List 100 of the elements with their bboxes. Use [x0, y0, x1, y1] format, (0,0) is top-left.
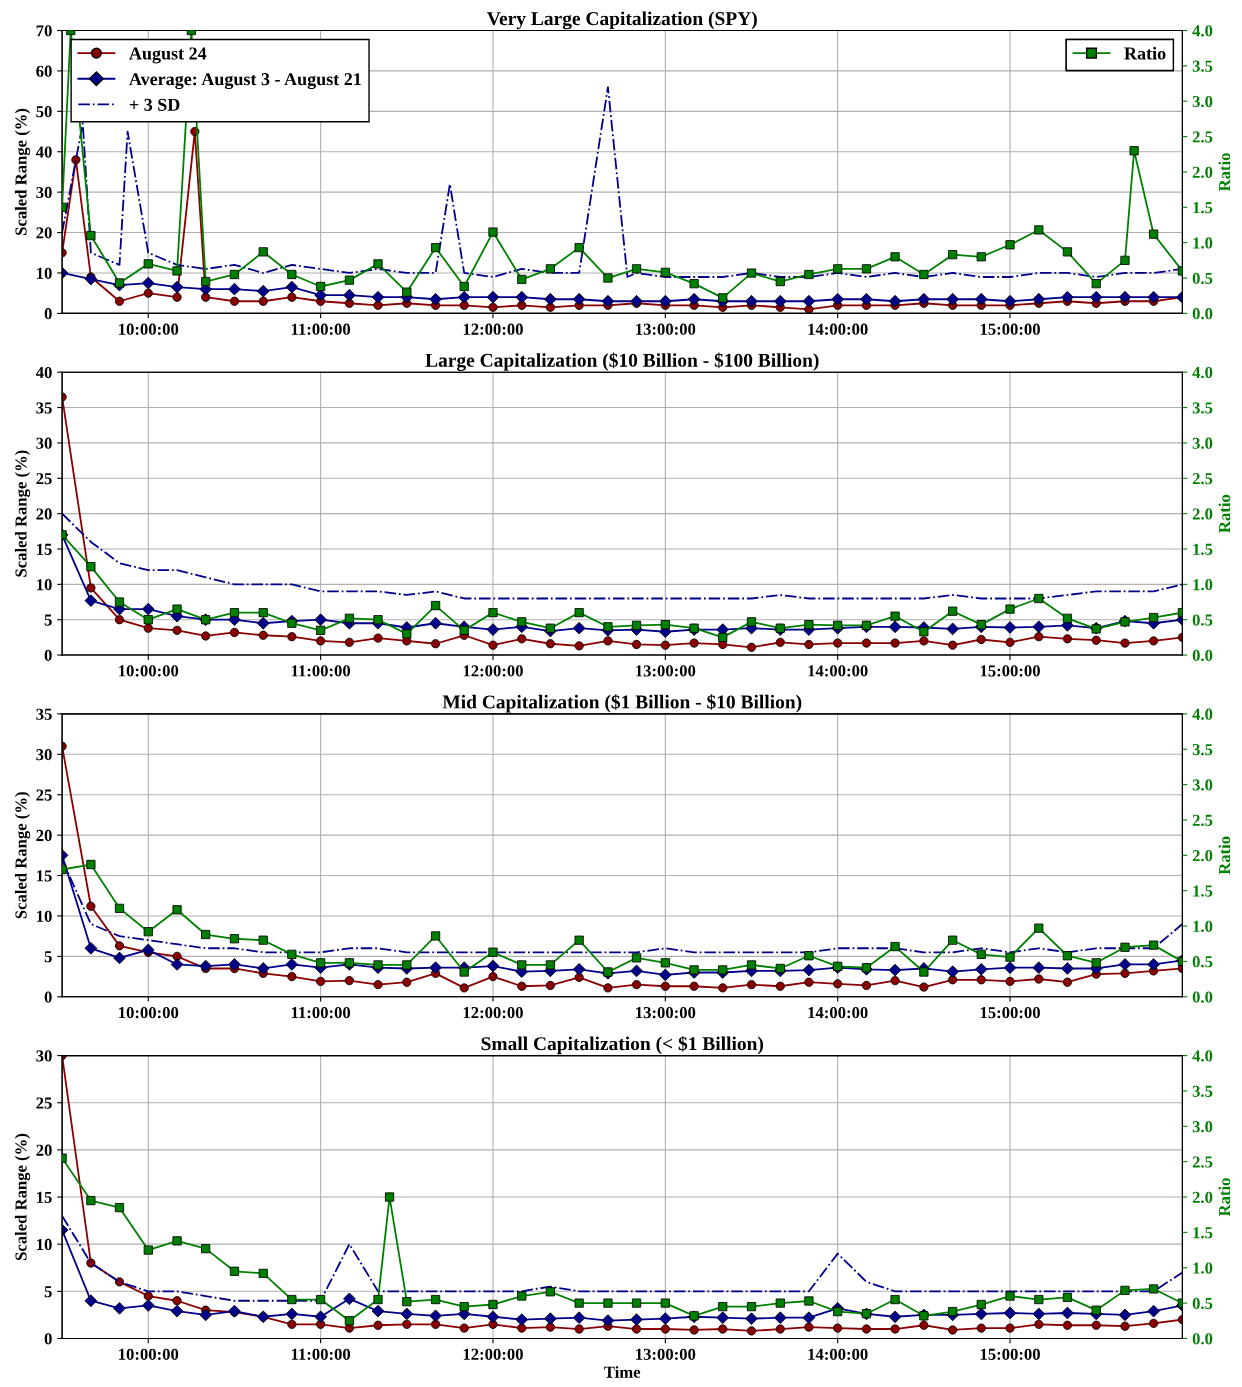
y2-tick-label: 1.5	[1193, 202, 1213, 214]
x-tick-label: 15:00:00	[980, 323, 1040, 335]
y2-tick-label: 3.0	[1192, 1121, 1213, 1133]
y-tick-label: 0	[44, 308, 52, 320]
x-tick-label: 11:00:00	[291, 1348, 351, 1360]
y-tick-label: 70	[36, 25, 52, 37]
y2-tick-label: 3.5	[1192, 60, 1213, 72]
y-tick-label: 30	[36, 186, 52, 199]
x-tick-label: 12:00:00	[463, 1006, 523, 1019]
x-tick-label: 12:00:00	[463, 1348, 523, 1360]
y-tick-label: 10	[37, 267, 52, 279]
x-tick-label: 12:00:00	[463, 323, 523, 335]
y-tick-label: 25	[36, 789, 52, 801]
legend-label: Average: August 3 - August 21	[129, 73, 361, 90]
x-tick-label: 14:00:00	[808, 1006, 868, 1019]
y-tick-label: 25	[36, 1097, 52, 1109]
y-tick-label: 35	[36, 708, 52, 720]
x-tick-label: 13:00:00	[636, 1348, 696, 1360]
x-tick-label: 13:00:00	[636, 1006, 696, 1019]
y-tick-label: 0	[44, 991, 52, 1003]
y2-tick-label: 0.0	[1192, 308, 1213, 320]
x-tick-label: 11:00:00	[291, 665, 351, 677]
y2-tick-label: 3.0	[1192, 779, 1213, 791]
y2-tick-label: 0.0	[1192, 1333, 1213, 1345]
x-tick-label: 14:00:00	[808, 665, 868, 677]
y-tick-label: 50	[36, 106, 52, 118]
y-tick-label: 0	[44, 1333, 52, 1345]
y2-tick-label: 0.5	[1192, 1297, 1213, 1310]
y2-tick-label: 2.5	[1192, 1156, 1213, 1168]
y2-axis-title: Ratio	[1218, 1178, 1231, 1217]
y2-axis-title: Ratio	[1218, 153, 1231, 192]
y-tick-label: 5	[44, 614, 52, 626]
x-axis-title: Time	[604, 1366, 641, 1378]
y-tick-label: 10	[37, 910, 52, 922]
y-tick-label: 40	[35, 366, 52, 379]
x-tick-label: 12:00:00	[463, 665, 523, 677]
y2-tick-label: 2.0	[1192, 1191, 1213, 1204]
y2-tick-label: 1.0	[1193, 1262, 1213, 1274]
y-tick-label: 20	[36, 227, 52, 239]
y-tick-label: 30	[36, 437, 52, 449]
y2-tick-label: 2.5	[1192, 814, 1213, 826]
x-tick-label: 10:00:00	[119, 665, 179, 677]
y-tick-label: 15	[37, 1191, 52, 1203]
y-tick-label: 10	[37, 579, 52, 591]
chart-title: Small Capitalization (< $1 Billion)	[481, 1035, 764, 1055]
y-tick-label: 5	[44, 1286, 52, 1298]
y2-tick-label: 3.5	[1192, 1085, 1213, 1097]
y2-tick-label: 0.5	[1192, 272, 1213, 285]
y-axis-title: Scaled Range (%)	[14, 108, 31, 235]
y-tick-label: 30	[36, 1050, 52, 1062]
y2-tick-label: 1.5	[1193, 1227, 1213, 1239]
y2-tick-label: 4.0	[1192, 25, 1213, 37]
x-tick-label: 15:00:00	[980, 665, 1040, 677]
y2-tick-label: 0.0	[1192, 649, 1213, 662]
chart-title: Large Capitalization ($10 Billion - $100 Billion)	[425, 352, 819, 371]
y2-tick-label: 4.0	[1192, 1050, 1213, 1062]
x-tick-label: 10:00:00	[119, 323, 179, 335]
y-tick-label: 20	[36, 829, 52, 842]
chart-title: Mid Capitalization ($1 Billion - $10 Billion)	[442, 694, 802, 713]
y-tick-label: 0	[44, 649, 52, 662]
y2-tick-label: 1.5	[1193, 543, 1213, 556]
y2-tick-label: 2.0	[1192, 850, 1213, 862]
x-tick-label: 15:00:00	[980, 1348, 1040, 1360]
y2-tick-label: 0.5	[1192, 614, 1213, 626]
y2-tick-label: 0.5	[1192, 956, 1213, 968]
x-tick-label: 14:00:00	[808, 1348, 868, 1360]
y-tick-label: 20	[36, 1144, 52, 1156]
x-tick-label: 13:00:00	[636, 323, 696, 335]
y2-tick-label: 2.5	[1192, 473, 1213, 485]
y2-tick-label: 1.5	[1193, 885, 1213, 897]
y2-axis-title: Ratio	[1218, 494, 1231, 533]
y2-tick-label: 4.0	[1192, 708, 1213, 720]
y-axis-title: Scaled Range (%)	[14, 792, 31, 919]
y2-axis-title: Ratio	[1218, 836, 1231, 875]
x-tick-label: 11:00:00	[291, 1006, 351, 1019]
x-tick-label: 14:00:00	[808, 323, 868, 335]
y-tick-label: 15	[37, 870, 52, 882]
y2-tick-label: 2.0	[1192, 508, 1213, 520]
y-tick-label: 25	[36, 473, 52, 485]
y-axis-title: Scaled Range (%)	[14, 450, 31, 577]
y-tick-label: 35	[36, 402, 52, 414]
y2-tick-label: 1.0	[1193, 920, 1213, 933]
x-tick-label: 10:00:00	[119, 1348, 179, 1360]
legend-label: Ratio	[1124, 46, 1166, 60]
x-tick-label: 15:00:00	[980, 1006, 1040, 1019]
y2-tick-label: 3.5	[1192, 402, 1213, 414]
y2-tick-label: 2.0	[1192, 166, 1213, 178]
y2-tick-label: 1.0	[1193, 579, 1213, 591]
y2-tick-label: 3.5	[1192, 744, 1213, 756]
x-tick-label: 10:00:00	[119, 1006, 179, 1019]
y-tick-label: 20	[36, 508, 52, 520]
y-tick-label: 40	[35, 146, 52, 158]
y-tick-label: 5	[44, 951, 52, 963]
legend-label: August 24	[129, 47, 207, 64]
y2-tick-label: 4.0	[1192, 366, 1213, 379]
y-tick-label: 60	[36, 65, 52, 77]
x-tick-label: 11:00:00	[291, 323, 351, 335]
chart-title: Very Large Capitalization (SPY)	[486, 11, 757, 30]
y-tick-label: 15	[37, 543, 52, 555]
y-axis-title: Scaled Range (%)	[14, 1133, 31, 1261]
